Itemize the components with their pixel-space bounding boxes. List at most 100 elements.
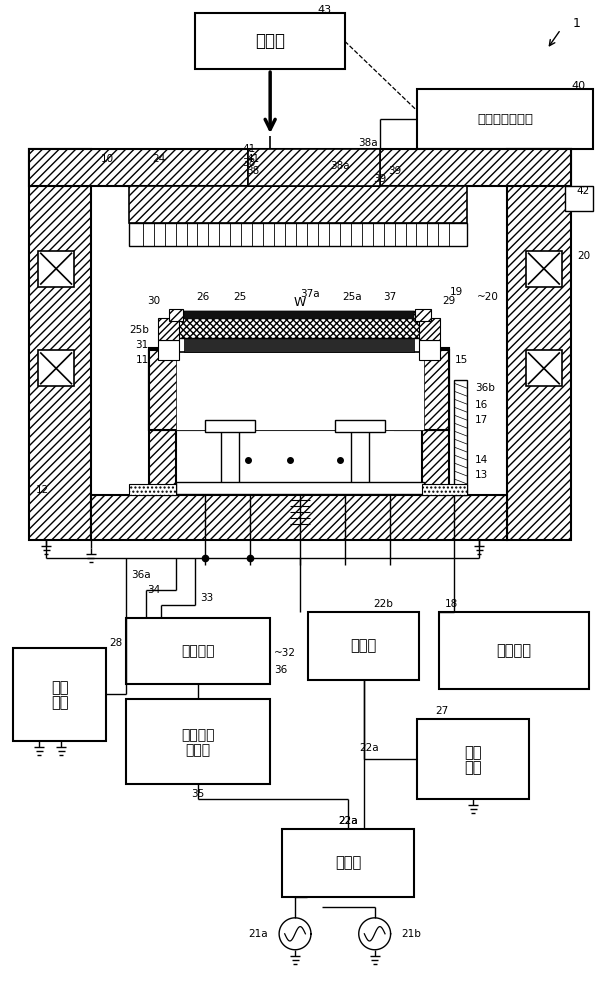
Bar — [129, 186, 467, 223]
Bar — [149, 350, 200, 430]
Text: 16: 16 — [475, 400, 488, 410]
Text: 37a: 37a — [300, 289, 320, 299]
Text: 控制部: 控制部 — [255, 32, 285, 50]
Text: 28: 28 — [109, 638, 122, 648]
Text: 22a: 22a — [339, 816, 358, 826]
Bar — [565, 186, 593, 211]
Bar — [526, 350, 562, 386]
Text: 38: 38 — [247, 166, 260, 176]
Text: 21a: 21a — [248, 929, 268, 939]
Bar — [395, 350, 449, 430]
Text: 15: 15 — [456, 355, 468, 365]
Text: 1: 1 — [573, 17, 581, 30]
Bar — [335, 420, 385, 432]
Bar — [420, 340, 440, 360]
Bar — [415, 309, 431, 320]
Bar — [222, 430, 239, 490]
Text: ~20: ~20 — [477, 292, 499, 302]
Text: 35: 35 — [191, 789, 205, 799]
Text: 直流: 直流 — [465, 745, 482, 760]
Bar — [149, 348, 175, 495]
Bar — [29, 149, 91, 540]
Text: 14: 14 — [475, 455, 488, 465]
Text: 22b: 22b — [374, 599, 393, 609]
Text: 36: 36 — [274, 665, 287, 675]
Text: 供给部: 供给部 — [185, 743, 211, 757]
Bar — [248, 149, 379, 186]
Bar — [183, 311, 415, 319]
Text: 25b: 25b — [129, 325, 149, 335]
Bar — [248, 149, 379, 186]
Bar — [195, 13, 345, 69]
Bar — [29, 149, 571, 186]
Text: 40: 40 — [572, 81, 586, 91]
Bar — [175, 330, 424, 352]
Text: 冷机单元: 冷机单元 — [181, 644, 215, 658]
Text: 36a: 36a — [131, 570, 150, 580]
Text: 11: 11 — [135, 355, 149, 365]
Bar — [129, 223, 467, 246]
Text: 31: 31 — [135, 340, 149, 350]
Bar — [91, 186, 507, 495]
Text: 33: 33 — [200, 593, 214, 603]
Text: 21b: 21b — [401, 929, 421, 939]
Bar — [526, 251, 562, 287]
Text: 42: 42 — [577, 186, 590, 196]
Text: 34: 34 — [147, 585, 161, 595]
Text: 25a: 25a — [342, 292, 362, 302]
Bar — [158, 340, 178, 360]
Bar — [38, 251, 74, 287]
Text: 电源: 电源 — [51, 695, 68, 710]
Bar — [126, 618, 270, 684]
Text: 39: 39 — [373, 174, 386, 184]
Text: 25: 25 — [234, 292, 247, 302]
Bar — [205, 420, 255, 432]
Text: 41: 41 — [242, 144, 255, 154]
Bar — [38, 350, 74, 386]
Bar — [149, 350, 449, 430]
Bar — [423, 484, 467, 495]
Text: 13: 13 — [475, 470, 488, 480]
Text: 匹配器: 匹配器 — [335, 855, 361, 870]
Bar — [418, 719, 529, 799]
Text: 27: 27 — [436, 706, 449, 716]
Text: 直流: 直流 — [51, 680, 68, 695]
Bar — [91, 186, 507, 495]
Bar — [175, 482, 424, 494]
Bar — [169, 309, 183, 320]
Text: 20: 20 — [577, 251, 590, 261]
Text: 26: 26 — [196, 292, 209, 302]
Text: 39: 39 — [388, 166, 401, 176]
Bar — [423, 348, 449, 495]
Bar — [454, 380, 467, 495]
Text: 38a: 38a — [357, 138, 378, 148]
Bar — [351, 430, 368, 490]
Text: 30: 30 — [147, 296, 161, 306]
Bar — [439, 612, 589, 689]
Text: 12: 12 — [36, 485, 49, 495]
Text: 18: 18 — [445, 599, 457, 609]
Text: 29: 29 — [442, 296, 456, 306]
Bar — [308, 612, 420, 680]
Bar — [129, 484, 175, 495]
Bar — [158, 318, 178, 340]
Bar — [507, 149, 571, 540]
Text: 匹配器: 匹配器 — [351, 638, 377, 653]
Bar — [91, 495, 507, 540]
Bar — [175, 311, 424, 338]
Text: 41: 41 — [247, 154, 260, 164]
Text: 22a: 22a — [359, 743, 379, 765]
Text: ~32: ~32 — [274, 648, 296, 658]
Text: 10: 10 — [101, 154, 114, 164]
Bar — [183, 338, 415, 352]
Text: 43: 43 — [318, 5, 332, 15]
Text: 22a: 22a — [339, 816, 358, 826]
Text: 37: 37 — [383, 292, 396, 302]
Bar — [418, 89, 593, 149]
Bar — [175, 348, 424, 430]
Text: 传热气体: 传热气体 — [181, 728, 215, 742]
Text: 处理气体供给部: 处理气体供给部 — [477, 113, 533, 126]
Text: 24: 24 — [153, 154, 166, 164]
Text: 17: 17 — [475, 415, 488, 425]
Text: 36b: 36b — [475, 383, 495, 393]
